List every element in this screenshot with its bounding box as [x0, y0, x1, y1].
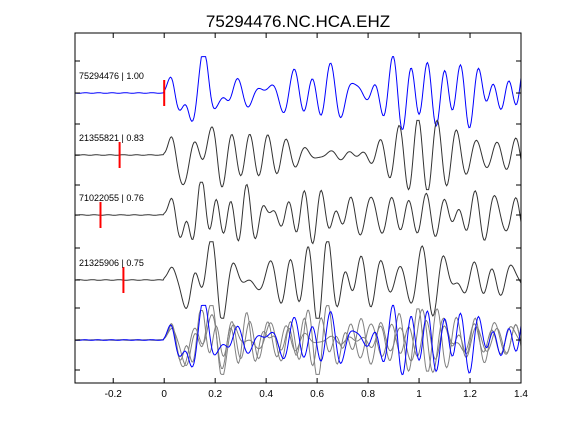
trace-line-2 [74, 119, 522, 191]
axes-box [74, 32, 522, 384]
labels-layer: 75294476 | 1.00 21355821 | 0.83 71022055 |… [79, 71, 144, 268]
trace-line-4 [74, 241, 522, 319]
x-tick-label-1: 0 [161, 389, 167, 400]
trace-label-4: 21325906 | 0.75 [79, 258, 144, 268]
overlay-master-trace [74, 304, 522, 376]
trace-label-2: 21355821 | 0.83 [79, 133, 144, 143]
x-tick-label-7: 1.2 [463, 389, 477, 400]
x-tick-label-6: 1 [416, 389, 422, 400]
trace-line-3 [74, 181, 522, 245]
x-tick-label-3: 0.4 [259, 389, 273, 400]
x-tick-label-8: 1.4 [514, 389, 528, 400]
trace-label-3: 71022055 | 0.76 [79, 193, 144, 203]
trace-label-1: 75294476 | 1.00 [79, 71, 144, 81]
traces-layer [74, 56, 522, 376]
x-tick-label-2: 0.2 [208, 389, 222, 400]
picks-layer [99, 80, 166, 293]
x-tick-label-0: -0.2 [105, 389, 123, 400]
ticks-layer: -0.2 0 0.2 0.4 0.6 0.8 1 1.2 1.4 [75, 33, 528, 400]
x-tick-label-5: 0.8 [361, 389, 375, 400]
chart-title: 75294476.NC.HCA.EHZ [206, 12, 390, 31]
x-tick-label-4: 0.6 [310, 389, 324, 400]
trace-line-1 [74, 56, 522, 131]
